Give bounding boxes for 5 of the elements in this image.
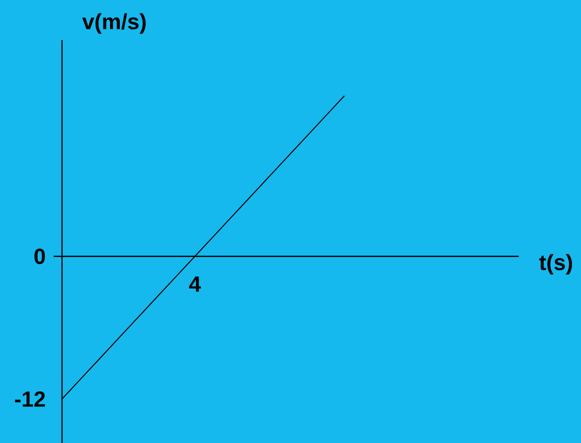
y-tick-label: -12 <box>14 391 45 407</box>
x-tick-label: 4 <box>189 276 201 292</box>
y-axis-title: v(m/s) <box>82 13 146 34</box>
y-tick-label: 0 <box>34 248 45 264</box>
x-axis-title: t(s) <box>539 254 572 275</box>
